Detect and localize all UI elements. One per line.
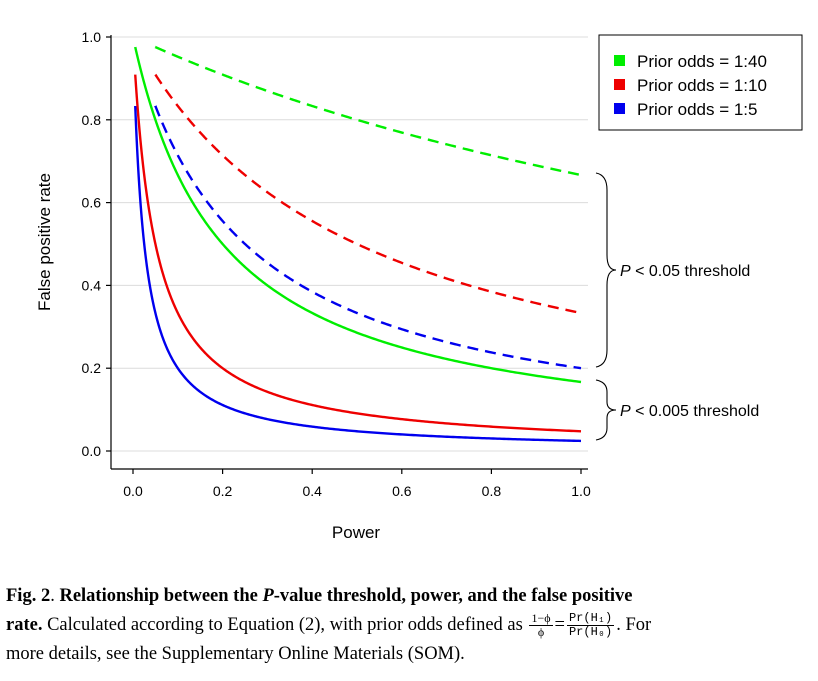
y-tick-label: 0.0 <box>82 443 102 459</box>
x-tick-label: 0.8 <box>482 483 502 499</box>
x-tick-label: 0.2 <box>213 483 233 499</box>
legend-box <box>598 34 803 131</box>
y-tick-label: 0.4 <box>82 277 102 293</box>
threshold-brackets: P < 0.05 threshold P < 0.005 threshold <box>595 172 759 441</box>
y-tick-label: 0.6 <box>82 195 102 211</box>
y-tick-label: 0.8 <box>82 112 102 128</box>
series-line-p005-odds-1-40 <box>154 45 582 177</box>
series-line-p005-odds-1-10 <box>154 73 582 315</box>
caption-title-end: rate. <box>6 615 43 635</box>
legend-swatch-1-10 <box>614 79 625 90</box>
legend: Prior odds = 1:40 Prior odds = 1:10 Prio… <box>598 34 803 131</box>
series-line-p0005-odds-1-5 <box>134 106 582 443</box>
bracket-p005 <box>595 172 617 368</box>
x-tick-label: 0.0 <box>123 483 143 499</box>
y-tick-label: 0.2 <box>82 360 102 376</box>
x-tick-label: 0.4 <box>302 483 322 499</box>
legend-label-1-40: Prior odds = 1:40 <box>637 52 767 71</box>
x-tick-label: 0.6 <box>392 483 412 499</box>
axes <box>110 35 588 470</box>
caption-line-1: Fig. 2. Relationship between the P-value… <box>6 586 633 606</box>
series-line-p0005-odds-1-40 <box>134 46 582 384</box>
caption-line-2: rate. Calculated according to Equation (… <box>6 611 652 640</box>
x-ticks: 0.0 0.2 0.4 0.6 0.8 1.0 <box>123 469 591 499</box>
fraction-pr-ratio: Pr(H₁) Pr(H₀) <box>566 611 615 640</box>
legend-label-1-10: Prior odds = 1:10 <box>637 76 767 95</box>
legend-label-1-5: Prior odds = 1:5 <box>637 100 758 119</box>
series-line-p005-odds-1-5 <box>154 105 582 370</box>
annotation-p005: P < 0.05 threshold <box>620 263 750 280</box>
x-tick-label: 1.0 <box>571 483 591 499</box>
chart: 0.0 0.2 0.4 0.6 0.8 1.0 0.0 0.2 0.4 0.6 0.8 1.0 Fa… <box>35 29 803 542</box>
legend-swatch-1-5 <box>614 103 625 114</box>
bracket-p0005 <box>595 379 617 441</box>
y-tick-label: 1.0 <box>82 29 102 45</box>
annotation-p0005: P < 0.005 threshold <box>620 403 759 420</box>
fraction-prior-odds: 1−ϕ ϕ <box>529 611 553 640</box>
series-lines <box>134 45 582 443</box>
caption-title: Relationship between the P-value thresho… <box>59 586 633 606</box>
x-axis-label: Power <box>332 523 381 542</box>
figure-label: Fig. 2 <box>6 586 51 606</box>
figure-caption: Fig. 2. Relationship between the P-value… <box>6 582 818 669</box>
y-axis-label: False positive rate <box>35 173 54 311</box>
series-line-p0005-odds-1-10 <box>134 74 582 433</box>
legend-swatch-1-40 <box>614 55 625 66</box>
caption-line-3: more details, see the Supplementary Onli… <box>6 644 465 664</box>
y-ticks: 0.0 0.2 0.4 0.6 0.8 1.0 <box>82 29 111 459</box>
grid <box>111 36 588 452</box>
